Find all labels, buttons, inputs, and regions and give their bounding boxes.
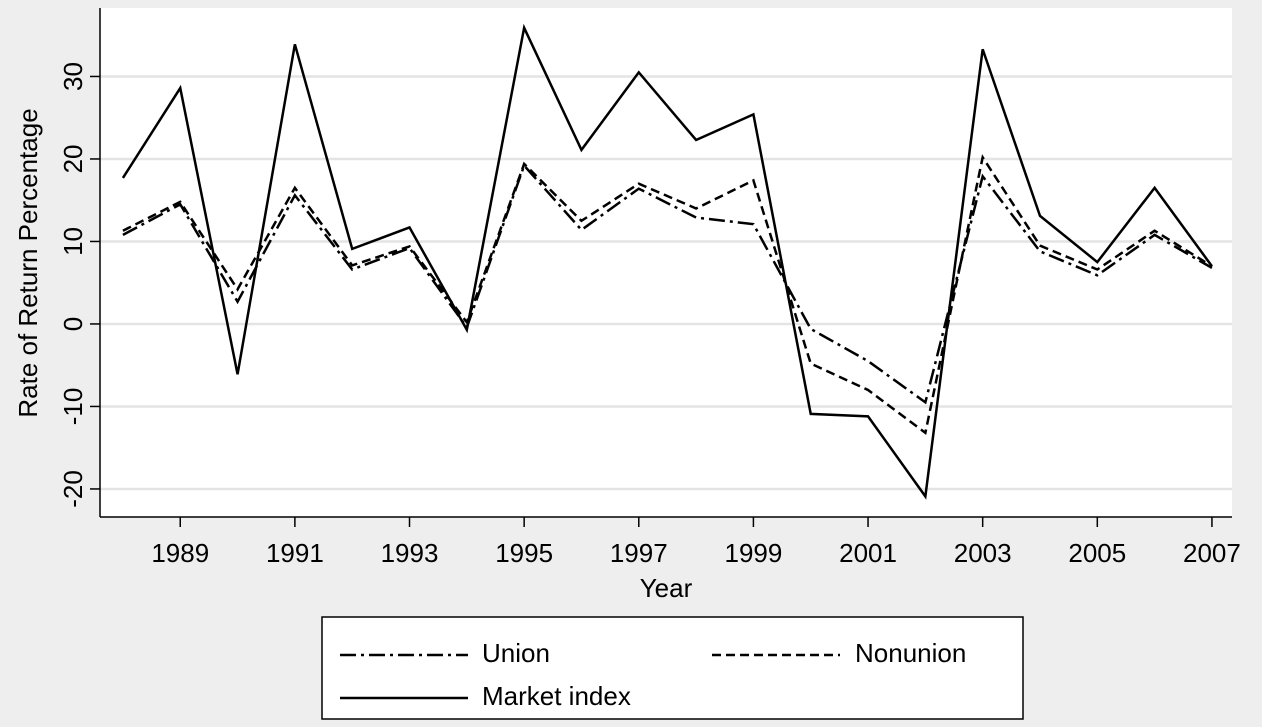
x-axis-title: Year	[640, 573, 693, 603]
legend-label: Nonunion	[855, 638, 966, 668]
series-line	[122, 163, 1213, 405]
legend-box	[321, 616, 1024, 720]
x-tick-label: 2001	[839, 538, 897, 568]
y-axis-title: Rate of Return Percentage	[13, 108, 43, 417]
legend-label: Market index	[482, 681, 631, 711]
y-tick-label: -10	[58, 388, 88, 426]
y-tick-label: 30	[58, 62, 88, 91]
x-tick-label: 1993	[381, 538, 439, 568]
y-tick-label: 10	[58, 227, 88, 256]
x-tick-label: 1999	[724, 538, 782, 568]
x-tick-label: 2007	[1183, 538, 1241, 568]
x-tick-label: 2003	[954, 538, 1012, 568]
y-tick-label: 0	[58, 317, 88, 331]
x-tick-label: 1995	[495, 538, 553, 568]
x-tick-label: 1989	[151, 538, 209, 568]
y-tick-label: 20	[58, 145, 88, 174]
plot-area	[100, 8, 1232, 517]
y-tick-label: -20	[58, 470, 88, 508]
x-tick-label: 1991	[266, 538, 324, 568]
x-tick-label: 2005	[1068, 538, 1126, 568]
series-line	[121, 23, 1213, 500]
series-line	[122, 154, 1213, 436]
legend-label: Union	[482, 638, 550, 668]
x-tick-label: 1997	[610, 538, 668, 568]
